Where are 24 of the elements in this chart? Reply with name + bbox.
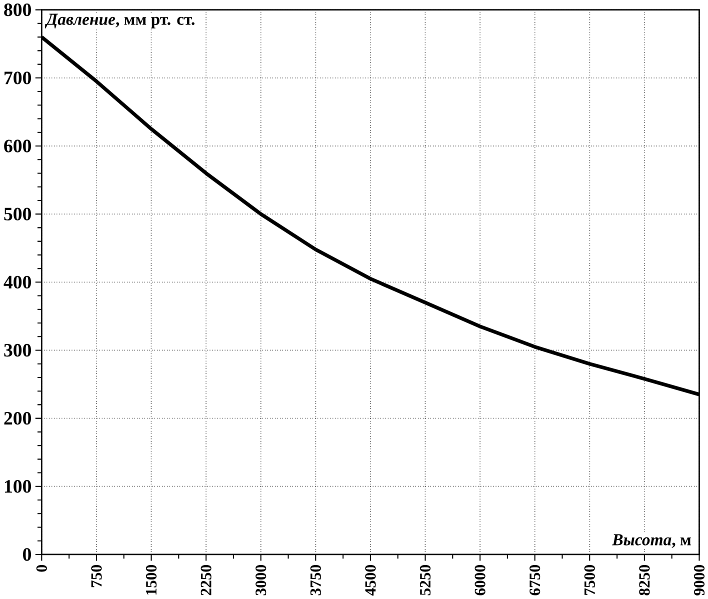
y-tick-label: 100 (4, 480, 31, 493)
x-tick-label: 6000 (474, 564, 486, 596)
x-tick-label: 5250 (420, 564, 431, 596)
y-tick-label: 600 (4, 140, 31, 152)
y-tick-label: 300 (4, 344, 31, 356)
x-tick-label: 3750 (310, 564, 321, 596)
y-tick-label: 700 (4, 71, 31, 84)
y-tick-label: 500 (4, 208, 31, 220)
y-tick-label: 0 (23, 548, 31, 561)
y-tick-label: 400 (4, 276, 31, 288)
x-tick-label: 9000 (694, 564, 705, 596)
y-tick-label: 800 (4, 3, 31, 16)
y-tick-label: 200 (4, 412, 31, 425)
x-axis-title: Высота, м (612, 534, 691, 548)
x-tick-label: 750 (91, 564, 102, 587)
x-tick-label: 8250 (639, 564, 650, 596)
x-tick-label: 7500 (584, 564, 595, 595)
x-tick-label: 0 (36, 564, 47, 572)
y-axis-title: Давление, мм рт. ст. (44, 14, 194, 28)
x-tick-label: 1500 (146, 564, 157, 594)
x-tick-label: 4500 (365, 564, 376, 596)
x-tick-label: 2250 (200, 564, 212, 596)
x-tick-label: 6750 (530, 564, 540, 596)
x-tick-label: 3000 (256, 564, 266, 596)
